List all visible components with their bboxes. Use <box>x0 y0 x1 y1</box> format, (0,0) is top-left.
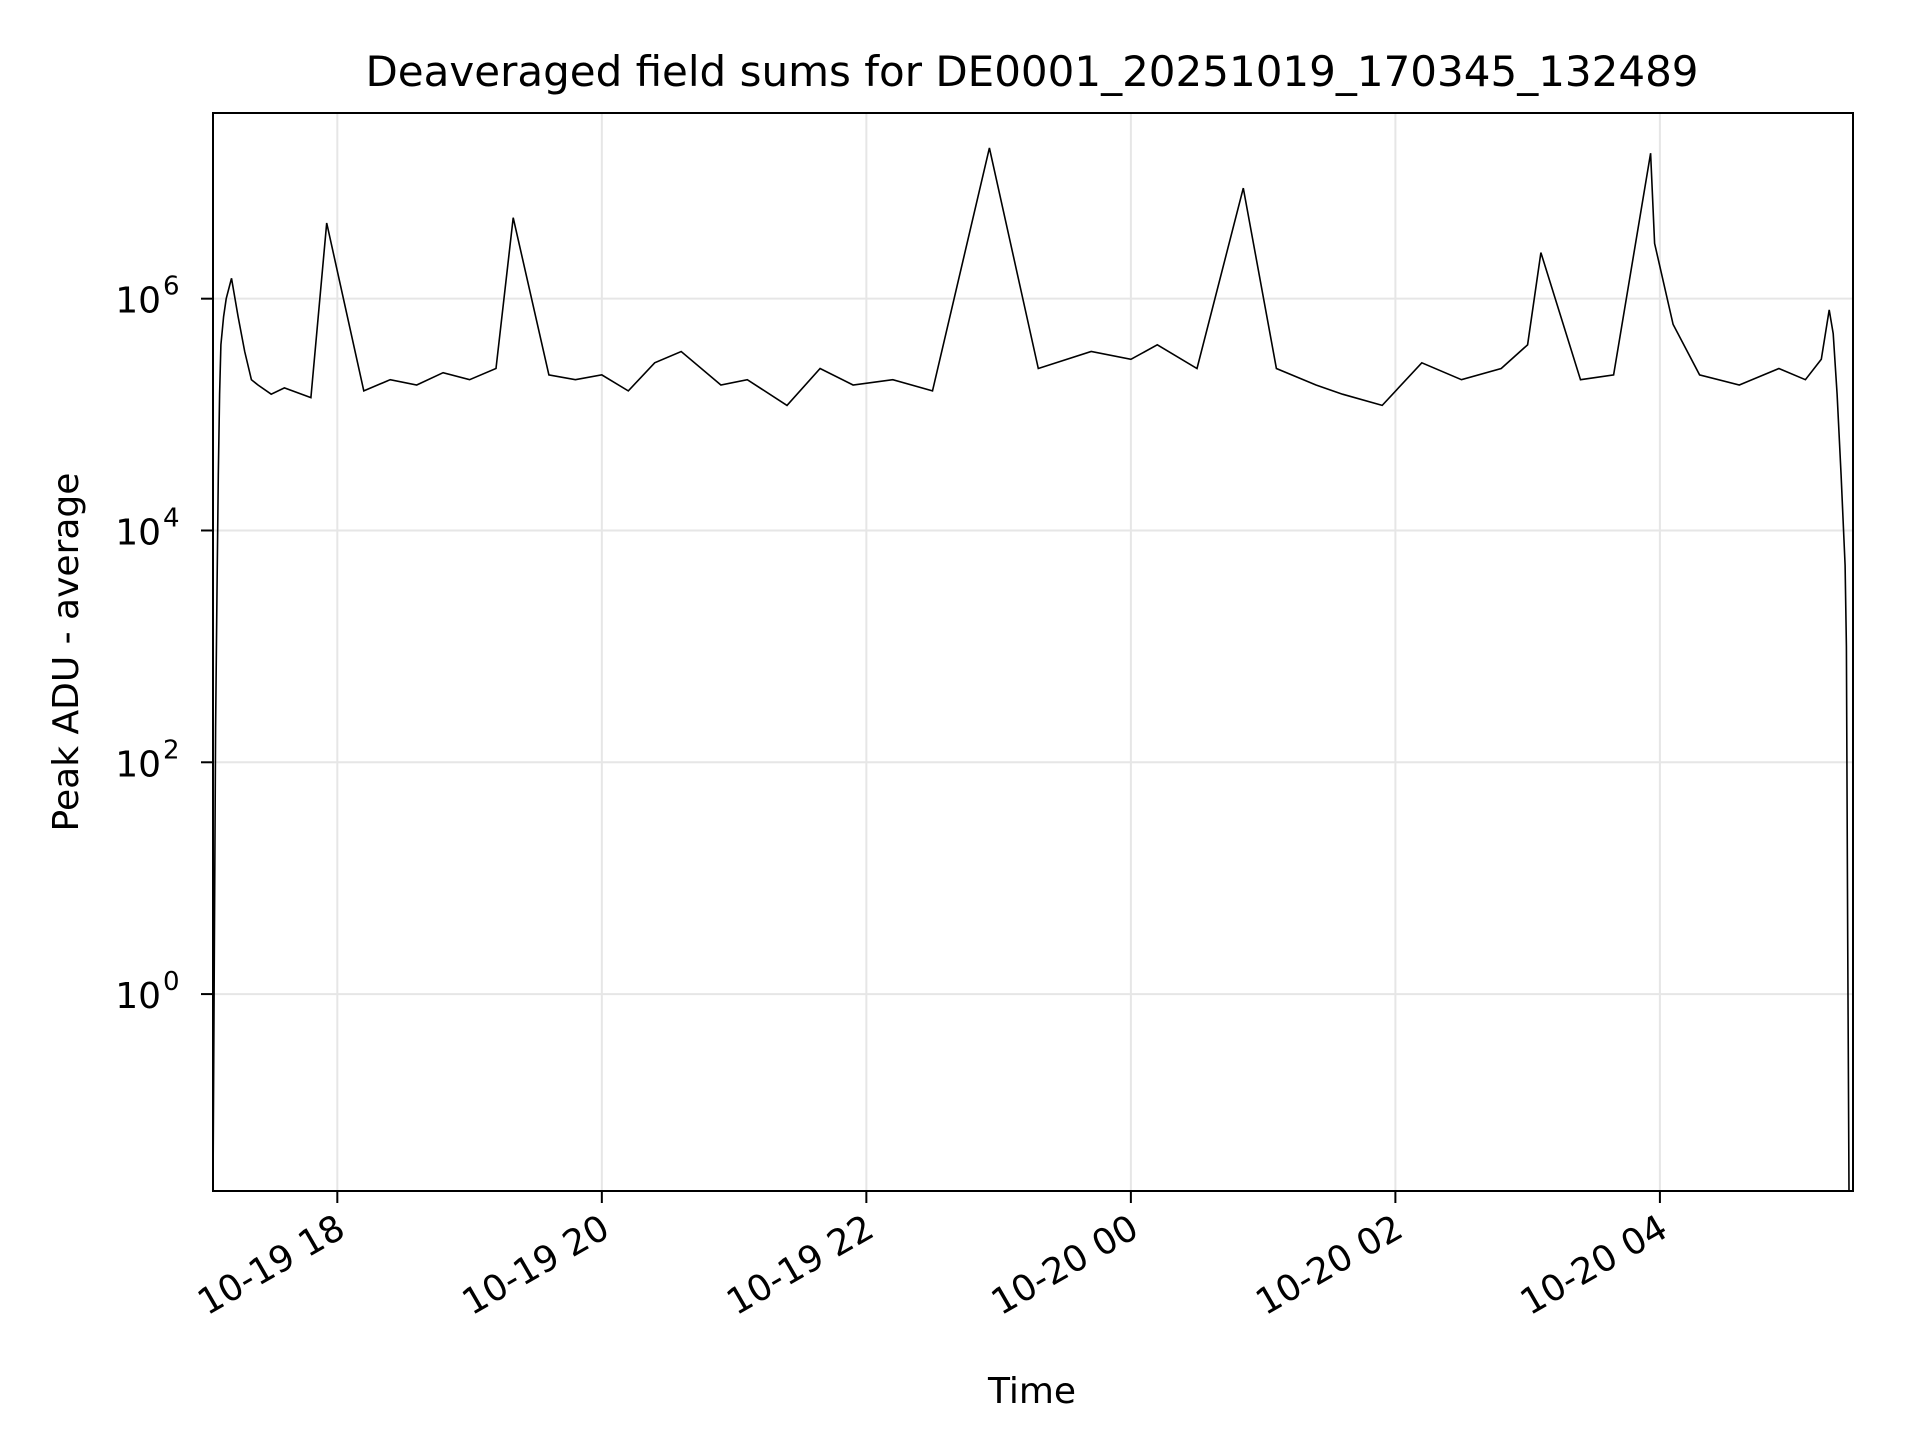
y-tick-label: 10 <box>115 512 161 553</box>
data-layer <box>213 147 1850 1191</box>
y-tick-exponent: 6 <box>163 272 180 302</box>
grid <box>213 113 1853 1191</box>
data-line <box>213 147 1850 1191</box>
y-tick-label: 10 <box>115 281 161 322</box>
y-tick-label: 10 <box>115 976 161 1017</box>
plot-frame <box>212 112 1854 1192</box>
x-axis-label: Time <box>987 1371 1076 1412</box>
chart-title: Deaveraged field sums for DE0001_2025101… <box>365 47 1698 96</box>
y-tick-exponent: 4 <box>163 503 180 533</box>
y-tick-exponent: 2 <box>163 735 180 765</box>
y-tick-label: 10 <box>115 744 161 785</box>
y-axis-label: Peak ADU - average <box>46 473 87 832</box>
y-tick-exponent: 0 <box>163 967 180 997</box>
